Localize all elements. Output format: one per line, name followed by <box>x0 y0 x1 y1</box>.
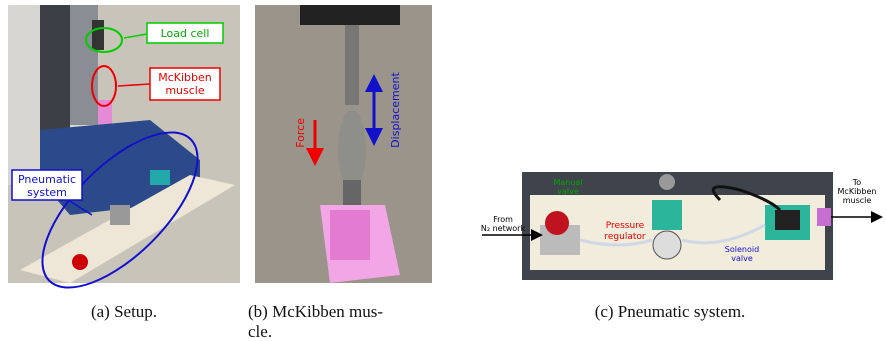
photo-pneumatic <box>482 172 880 280</box>
label-muscle: muscle <box>165 84 205 97</box>
label-muscle: McKibben <box>158 71 212 84</box>
label-to: muscle <box>843 196 872 205</box>
caption: (c) Pneumatic system. <box>595 302 746 321</box>
caption: (b) McKibben mus- <box>248 302 383 321</box>
caption: (a) Setup. <box>91 302 157 321</box>
label-manual-valve: Manual <box>553 178 582 187</box>
label-manual-valve: valve <box>557 187 579 196</box>
label-load-cell: Load cell <box>161 27 210 40</box>
label-to: To <box>852 178 862 187</box>
photo-muscle <box>255 5 432 283</box>
label-to: McKibben <box>838 187 877 196</box>
label-displacement: Displacement <box>389 72 402 148</box>
label-force: Force <box>294 118 307 148</box>
label-pneumatic: system <box>27 186 67 199</box>
label-pressure-regulator: regulator <box>604 232 646 242</box>
label-pressure-regulator: Pressure <box>606 221 645 231</box>
label-from: From <box>493 215 513 224</box>
figure: Load cell McKibben muscle Pneumatic syst… <box>0 0 886 341</box>
label-pneumatic: Pneumatic <box>18 173 76 186</box>
label-from: N₂ network <box>481 224 526 233</box>
caption: cle. <box>248 322 272 341</box>
label-solenoid-valve: Solenoid <box>725 245 759 254</box>
photo-setup <box>8 5 240 313</box>
label-solenoid-valve: valve <box>731 254 753 263</box>
